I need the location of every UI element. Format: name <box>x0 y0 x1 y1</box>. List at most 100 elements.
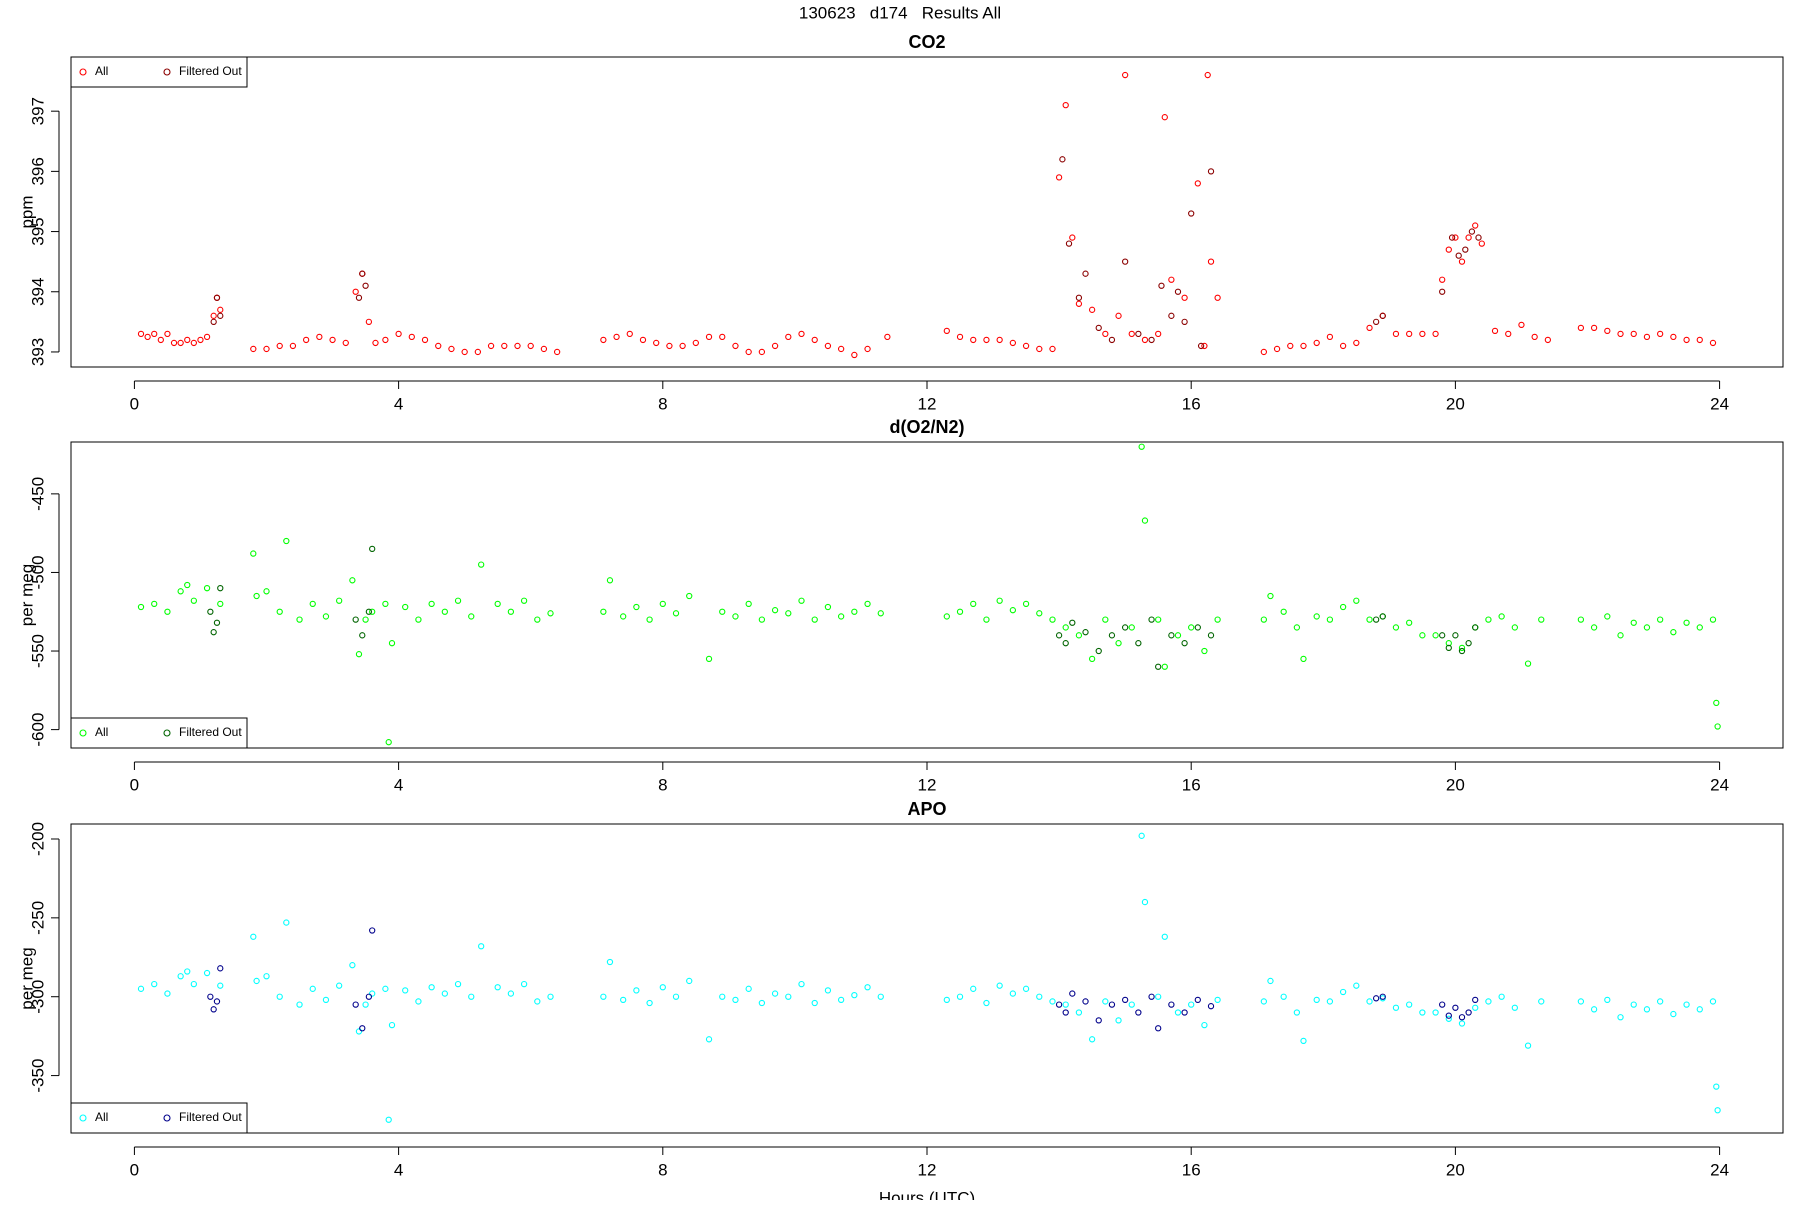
data-point <box>369 990 376 997</box>
data-point <box>1455 252 1462 259</box>
x-tick-label: 8 <box>658 775 667 794</box>
data-point <box>1009 339 1017 347</box>
data-point <box>207 608 214 615</box>
data-point <box>217 585 224 592</box>
data-point <box>177 339 184 347</box>
data-point <box>1141 336 1149 344</box>
data-point <box>1062 624 1069 631</box>
data-point <box>388 640 396 647</box>
legend-symbol <box>79 68 87 76</box>
data-point <box>210 629 217 636</box>
legend-label: All <box>95 64 108 78</box>
data-point <box>1353 339 1360 347</box>
y-axis-label: per meg <box>17 564 36 626</box>
data-point <box>798 597 805 604</box>
data-point <box>606 577 614 584</box>
data-point <box>421 336 429 344</box>
data-point <box>428 600 435 608</box>
data-point <box>355 1028 363 1035</box>
data-point <box>309 600 316 608</box>
y-tick-label: 394 <box>28 278 47 306</box>
data-point <box>1452 1004 1459 1011</box>
data-point <box>1138 832 1145 839</box>
data-point <box>864 600 871 608</box>
y-tick-label: -500 <box>28 555 47 589</box>
data-point <box>639 336 647 344</box>
data-point <box>365 608 373 615</box>
data-point <box>811 616 818 623</box>
data-point <box>837 996 845 1004</box>
x-tick-label: 16 <box>1182 1160 1201 1179</box>
data-point <box>1141 517 1149 524</box>
data-point <box>600 336 607 344</box>
data-point <box>1339 603 1347 611</box>
legend-label: All <box>95 725 108 739</box>
data-point <box>1148 993 1155 1000</box>
x-tick-label: 0 <box>130 1160 139 1179</box>
data-point <box>1670 1010 1677 1018</box>
data-point <box>1095 324 1102 332</box>
data-point <box>1049 345 1056 353</box>
y-tick-label: -250 <box>28 901 47 935</box>
data-point <box>798 330 805 338</box>
data-point <box>1022 342 1030 350</box>
data-point <box>1445 1012 1452 1019</box>
data-point <box>1260 998 1268 1005</box>
data-point <box>359 632 366 639</box>
data-point <box>1188 624 1195 631</box>
data-point <box>1419 330 1426 338</box>
data-point <box>1121 71 1129 79</box>
x-tick-label: 16 <box>1182 775 1201 794</box>
y-tick-label: -450 <box>28 477 47 511</box>
data-point <box>385 739 392 746</box>
data-point <box>1181 318 1188 326</box>
data-point <box>283 919 290 926</box>
legend-symbol <box>79 1114 87 1122</box>
data-point <box>1148 616 1155 623</box>
data-point <box>170 339 178 347</box>
data-point <box>1075 632 1083 639</box>
data-point <box>1478 240 1485 247</box>
data-point <box>1452 234 1459 241</box>
data-point <box>213 998 221 1005</box>
data-point <box>289 342 297 350</box>
data-point <box>402 987 409 994</box>
data-point <box>1102 616 1109 623</box>
data-point <box>1280 993 1287 1000</box>
data-point <box>1485 998 1492 1005</box>
x-tick-label: 12 <box>918 775 937 794</box>
data-point <box>441 608 448 615</box>
data-point <box>1095 647 1102 655</box>
data-point <box>705 655 713 663</box>
y-axis-label: per meg <box>17 947 36 1009</box>
data-point <box>213 294 221 301</box>
data-point <box>534 616 541 623</box>
data-point <box>672 993 680 1000</box>
data-point <box>151 980 158 988</box>
data-point <box>1260 616 1268 623</box>
data-point <box>719 333 726 341</box>
data-point <box>157 336 164 344</box>
data-point <box>468 613 475 620</box>
data-point <box>164 990 171 997</box>
y-tick-label: 397 <box>28 97 47 125</box>
data-point <box>1088 1036 1096 1043</box>
data-point <box>1115 1017 1122 1024</box>
data-point <box>478 943 485 950</box>
data-point <box>501 342 508 350</box>
data-point <box>1214 616 1221 623</box>
data-point <box>1366 616 1373 623</box>
data-point <box>1544 336 1552 344</box>
data-point <box>336 597 343 604</box>
data-point <box>402 603 409 611</box>
data-point <box>1036 610 1043 617</box>
data-point <box>534 998 541 1005</box>
data-point <box>203 969 211 977</box>
data-point <box>1714 1107 1721 1114</box>
data-point <box>190 597 198 604</box>
data-point <box>164 608 171 615</box>
data-point <box>837 613 845 620</box>
x-tick-label: 20 <box>1446 394 1465 413</box>
data-point <box>1207 632 1215 639</box>
data-point <box>362 282 369 289</box>
